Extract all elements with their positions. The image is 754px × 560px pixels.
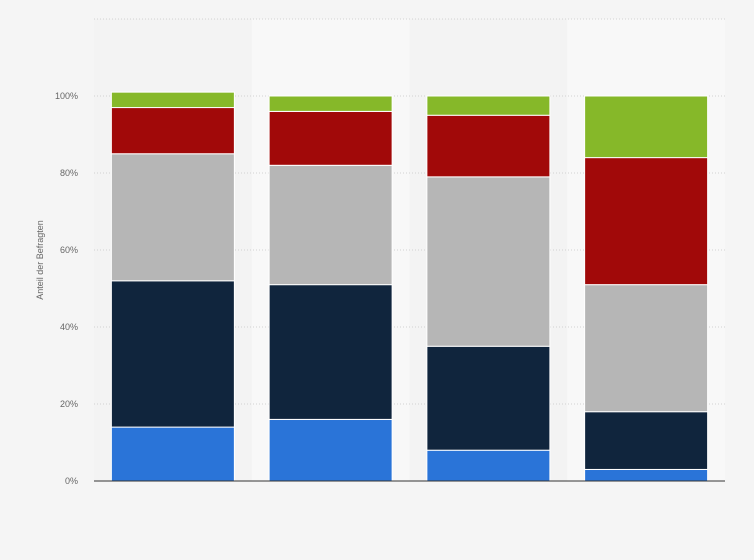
bar-segment-c1-s1[interactable] [268, 284, 393, 420]
bar-segment-c3-s4[interactable] [584, 95, 709, 159]
y-tick-label-60: 60% [60, 245, 78, 255]
bar-segment-c3-s1[interactable] [584, 411, 709, 470]
y-tick-label-0: 0% [65, 476, 78, 486]
y-tick-label-80: 80% [60, 168, 78, 178]
y-tick-label-40: 40% [60, 322, 78, 332]
y-tick-label-20: 20% [60, 399, 78, 409]
bar-segment-c2-s2[interactable] [426, 176, 551, 347]
bar-segment-c2-s1[interactable] [426, 345, 551, 451]
bar-segment-c0-s2[interactable] [110, 153, 235, 282]
y-axis-title: Anteil der Befragten [35, 220, 45, 300]
bar-segment-c1-s2[interactable] [268, 164, 393, 286]
bar-segment-c3-s3[interactable] [584, 157, 709, 286]
bar-segment-c2-s4[interactable] [426, 95, 551, 116]
bar-segment-c1-s4[interactable] [268, 95, 393, 112]
bar-segment-c2-s3[interactable] [426, 114, 551, 178]
bar-segment-c1-s0[interactable] [268, 418, 393, 482]
y-tick-labels: 0% 20% 40% 60% 80% 100% [55, 91, 78, 486]
bars [110, 91, 709, 482]
y-tick-label-100: 100% [55, 91, 78, 101]
bar-segment-c0-s4[interactable] [110, 91, 235, 109]
bar-segment-c0-s0[interactable] [110, 426, 235, 482]
bar-segment-c1-s3[interactable] [268, 110, 393, 166]
bar-segment-c0-s1[interactable] [110, 280, 235, 428]
bar-segment-c2-s0[interactable] [426, 449, 551, 482]
bar-segment-c3-s0[interactable] [584, 468, 709, 482]
bar-segment-c3-s2[interactable] [584, 284, 709, 413]
bar-segment-c0-s3[interactable] [110, 107, 235, 155]
